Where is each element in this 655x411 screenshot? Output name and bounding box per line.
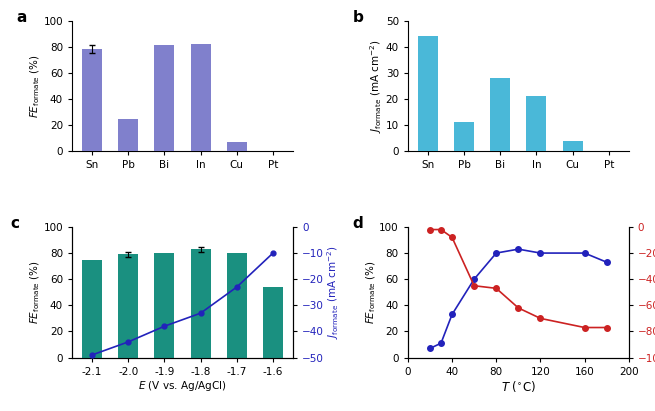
X-axis label: $E$ (V vs. Ag/AgCl): $E$ (V vs. Ag/AgCl) (138, 379, 227, 393)
Bar (527, 96, 546, 151)
Y-axis label: $FE_{\mathrm{formate}}$ (%): $FE_{\mathrm{formate}}$ (%) (28, 260, 42, 324)
Text: b: b (352, 10, 364, 25)
Bar (155, 45, 174, 151)
Y-axis label: $J_{\mathrm{formate}}$ (mA cm$^{-2}$): $J_{\mathrm{formate}}$ (mA cm$^{-2}$) (369, 39, 384, 133)
Bar (263, 287, 283, 358)
Bar (454, 122, 474, 151)
Bar (82, 49, 102, 151)
Y-axis label: $J_{\mathrm{formate}}$ (mA cm$^{-2}$): $J_{\mathrm{formate}}$ (mA cm$^{-2}$) (326, 245, 341, 339)
Text: d: d (352, 217, 364, 231)
Y-axis label: $FE_{\mathrm{formate}}$ (%): $FE_{\mathrm{formate}}$ (%) (364, 260, 378, 324)
Text: c: c (10, 217, 19, 231)
Text: a: a (17, 10, 28, 25)
Bar (119, 254, 138, 358)
Bar (418, 36, 438, 151)
Bar (491, 78, 510, 151)
Bar (227, 142, 247, 151)
Bar (155, 253, 174, 358)
Bar (82, 260, 102, 358)
Bar (191, 249, 210, 358)
Bar (191, 44, 210, 151)
Bar (563, 141, 582, 151)
Y-axis label: $FE_{\mathrm{formate}}$ (%): $FE_{\mathrm{formate}}$ (%) (28, 54, 42, 118)
Bar (119, 118, 138, 151)
Bar (227, 253, 247, 358)
X-axis label: $T$ ($^{\circ}$C): $T$ ($^{\circ}$C) (501, 379, 536, 395)
